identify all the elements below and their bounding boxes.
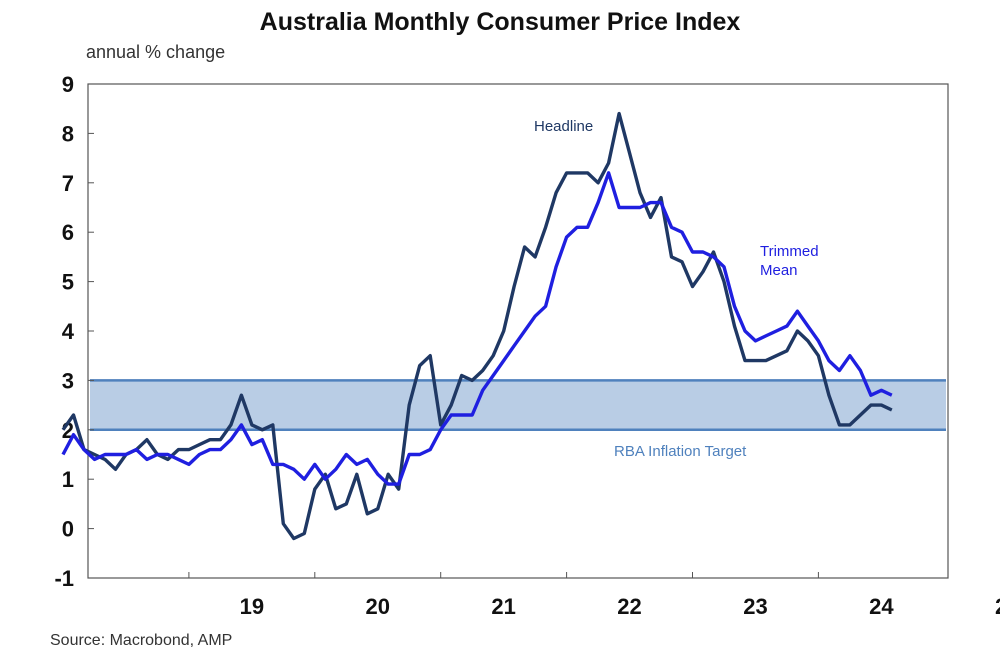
x-tick-label: 21 (491, 594, 515, 619)
target-band-label: RBA Inflation Target (614, 443, 747, 460)
x-tick-label: 23 (743, 594, 767, 619)
trimmed-mean-series-line (61, 171, 893, 486)
x-tick-label: 20 (366, 594, 390, 619)
y-tick-label: -1 (54, 566, 74, 591)
y-axis-label: annual % change (86, 42, 226, 62)
x-tick-label: 24 (869, 594, 894, 619)
headline-label: Headline (534, 118, 593, 135)
y-tick-label: 9 (62, 72, 74, 97)
x-tick-label: 19 (240, 594, 264, 619)
x-tick-label: 25 (995, 594, 1000, 619)
trimmed-mean-label-line2: Mean (760, 262, 798, 279)
y-tick-label: 5 (62, 270, 74, 295)
source-note: Source: Macrobond, AMP (50, 632, 233, 649)
x-tick-label: 22 (617, 594, 641, 619)
target-band (90, 380, 946, 430)
y-tick-label: 8 (62, 121, 74, 146)
y-tick-label: 3 (62, 368, 74, 393)
chart-title: Australia Monthly Consumer Price Index (259, 8, 741, 36)
plot-frame (87, 83, 949, 579)
trimmed-mean-label-line1: Trimmed (760, 243, 819, 260)
y-tick-label: 4 (62, 319, 75, 344)
y-tick-label: 6 (62, 220, 74, 245)
y-tick-label: 1 (62, 467, 74, 492)
y-tick-label: 7 (62, 171, 74, 196)
y-tick-label: 0 (62, 517, 74, 542)
headline-series-line (61, 111, 893, 541)
